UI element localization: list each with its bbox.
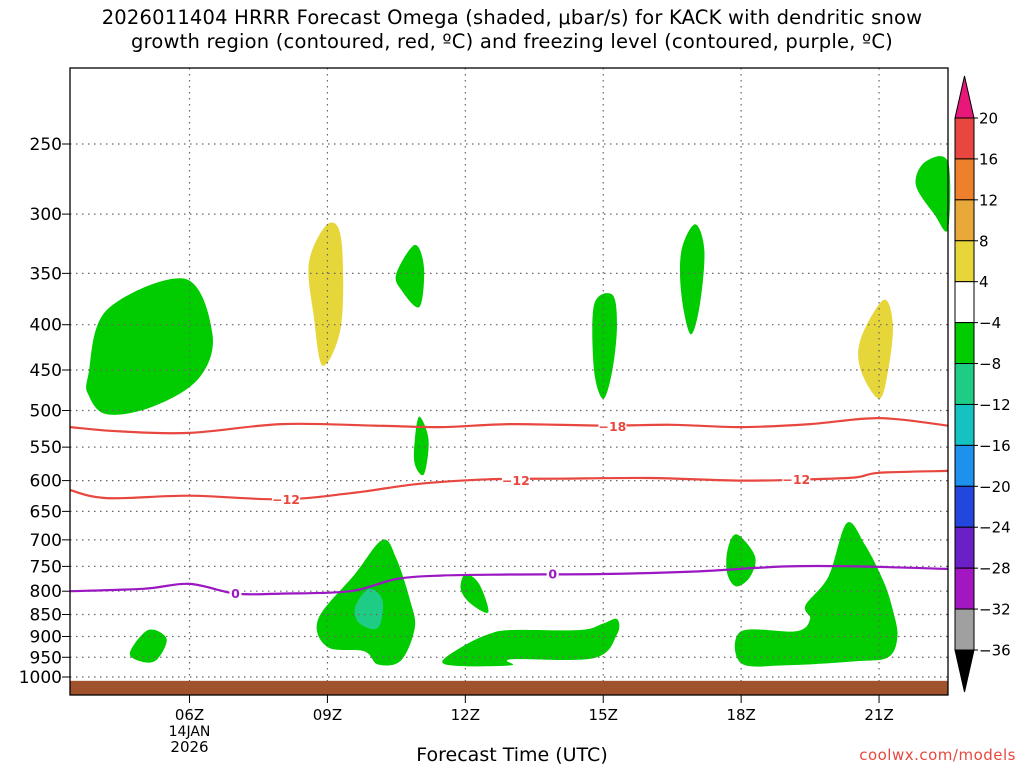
- omega-shading-layer: [86, 156, 951, 667]
- y-tick-label-500: 500: [30, 402, 62, 422]
- colorbar-bin-8: [954, 444, 975, 487]
- omega-region-9: [354, 588, 384, 630]
- colorbar-bin-9: [954, 485, 975, 528]
- colorbar-bin-4: [954, 281, 975, 324]
- isotherm-label-bg-m12-2: [782, 472, 811, 487]
- colorbar-label-4: 4: [979, 273, 989, 291]
- colorbar-label-8: −16: [979, 437, 1011, 455]
- colorbar-label-3: 8: [979, 232, 989, 250]
- y-tick-label-600: 600: [30, 472, 62, 492]
- isotherm-label-bg-m12-1: [501, 473, 530, 488]
- omega-region-1: [308, 222, 344, 366]
- isotherm-label-m18-0: −18: [598, 419, 626, 434]
- y-tick-label-850: 850: [30, 606, 62, 626]
- colorbar-label-1: 16: [979, 150, 998, 168]
- y-tick-label-1000: 1000: [19, 668, 62, 688]
- isotherm-label-bg-0-0: [229, 586, 242, 601]
- omega-region-2: [395, 244, 425, 308]
- omega-region-13: [734, 522, 898, 667]
- colorbar-bin-2: [954, 199, 975, 242]
- omega-region-5: [679, 224, 705, 335]
- x-tick-label-21Z: 21Z: [864, 706, 893, 724]
- x-tick-label-06Z: 06Z: [175, 706, 204, 724]
- isotherm-line-m18: [69, 416, 949, 435]
- colorbar-bin-12: [954, 608, 975, 651]
- colorbar-label-10: −24: [979, 519, 1011, 537]
- grid-layer: [70, 68, 948, 695]
- isotherm-label-bg-m18-0: [598, 419, 627, 434]
- colorbar-label-7: −12: [979, 396, 1011, 414]
- y-tick-label-250: 250: [30, 135, 62, 155]
- colorbar-label-0: 20: [979, 110, 998, 128]
- y-tick-label-950: 950: [30, 648, 62, 668]
- isotherm-label-m12-2: −12: [782, 472, 810, 487]
- y-tick-label-900: 900: [30, 627, 62, 647]
- isotherm-label-0-1: 0: [548, 567, 557, 582]
- omega-colorbar: 20 16 12 8 4 −4 −8 −12 −16 −20 −24 −28 −32 −36: [954, 75, 1011, 693]
- omega-region-11: [442, 618, 620, 667]
- isotherm-label-bg-0-1: [546, 567, 559, 582]
- isotherm-label-0-0: 0: [231, 586, 240, 601]
- source-credit[interactable]: coolwx.com/models: [859, 746, 1016, 764]
- colorbar-arrow-bottom: [954, 649, 975, 693]
- isotherm-line-0: [69, 564, 949, 596]
- omega-region-7: [915, 156, 951, 232]
- colorbar-label-6: −8: [979, 355, 1001, 373]
- x-tick-label-15Z: 15Z: [589, 706, 618, 724]
- plot-border: [69, 67, 949, 696]
- omega-region-10: [460, 573, 489, 613]
- plot-frame: [69, 67, 949, 696]
- colorbar-bin-1: [954, 158, 975, 201]
- y-tick-label-650: 650: [30, 502, 62, 522]
- colorbar-label-13: −36: [979, 642, 1011, 660]
- colorbar-bin-5: [954, 322, 975, 365]
- omega-region-0: [86, 278, 213, 415]
- colorbar-label-2: 12: [979, 191, 998, 209]
- ground-layer: [70, 680, 948, 695]
- x-tick-label-09Z: 09Z: [313, 706, 342, 724]
- colorbar-label-9: −20: [979, 478, 1011, 496]
- colorbar-label-5: −4: [979, 314, 1001, 332]
- y-tick-label-450: 450: [30, 361, 62, 381]
- colorbar-bin-3: [954, 240, 975, 283]
- colorbar-bin-10: [954, 526, 975, 569]
- x-date-label-1: 14JAN: [169, 724, 211, 740]
- colorbar-label-11: −28: [979, 560, 1011, 578]
- colorbar-bin-0: [954, 117, 975, 160]
- colorbar-bin-11: [954, 567, 975, 610]
- y-tick-label-750: 750: [30, 557, 62, 577]
- y-tick-label-400: 400: [30, 316, 62, 336]
- isotherm-label-m12-0: −12: [272, 492, 300, 507]
- colorbar-arrow-top: [954, 75, 975, 119]
- x-axis-label: Forecast Time (UTC): [416, 744, 608, 766]
- chart-title: 2026011404 HRRR Forecast Omega (shaded, …: [0, 6, 1024, 54]
- colorbar-bin-7: [954, 403, 975, 446]
- omega-region-14: [129, 629, 167, 663]
- omega-region-4: [592, 293, 617, 399]
- y-tick-label-300: 300: [30, 205, 62, 225]
- x-date-label-2: 2026: [170, 738, 208, 756]
- colorbar-label-12: −32: [979, 601, 1011, 619]
- chart-title-line1: 2026011404 HRRR Forecast Omega (shaded, …: [101, 6, 923, 29]
- ground-strip: [70, 680, 948, 695]
- colorbar-bin-6: [954, 363, 975, 405]
- y-tick-label-800: 800: [30, 582, 62, 602]
- x-tick-label-12Z: 12Z: [451, 706, 480, 724]
- y-tick-label-700: 700: [30, 531, 62, 551]
- pressure-axis: 2503003504004505005506006507007508008509…: [19, 135, 70, 688]
- isotherm-label-bg-m12-0: [272, 492, 301, 507]
- omega-region-6: [858, 299, 893, 399]
- isotherm-layer: −18 −12 −12 −12 0 0: [69, 416, 949, 601]
- chart-title-line2: growth region (contoured, red, ºC) and f…: [131, 30, 893, 53]
- isotherm-label-m12-1: −12: [502, 473, 530, 488]
- y-tick-label-350: 350: [30, 264, 62, 284]
- y-tick-label-550: 550: [30, 438, 62, 458]
- omega-region-3: [413, 416, 429, 476]
- x-tick-label-18Z: 18Z: [726, 706, 755, 724]
